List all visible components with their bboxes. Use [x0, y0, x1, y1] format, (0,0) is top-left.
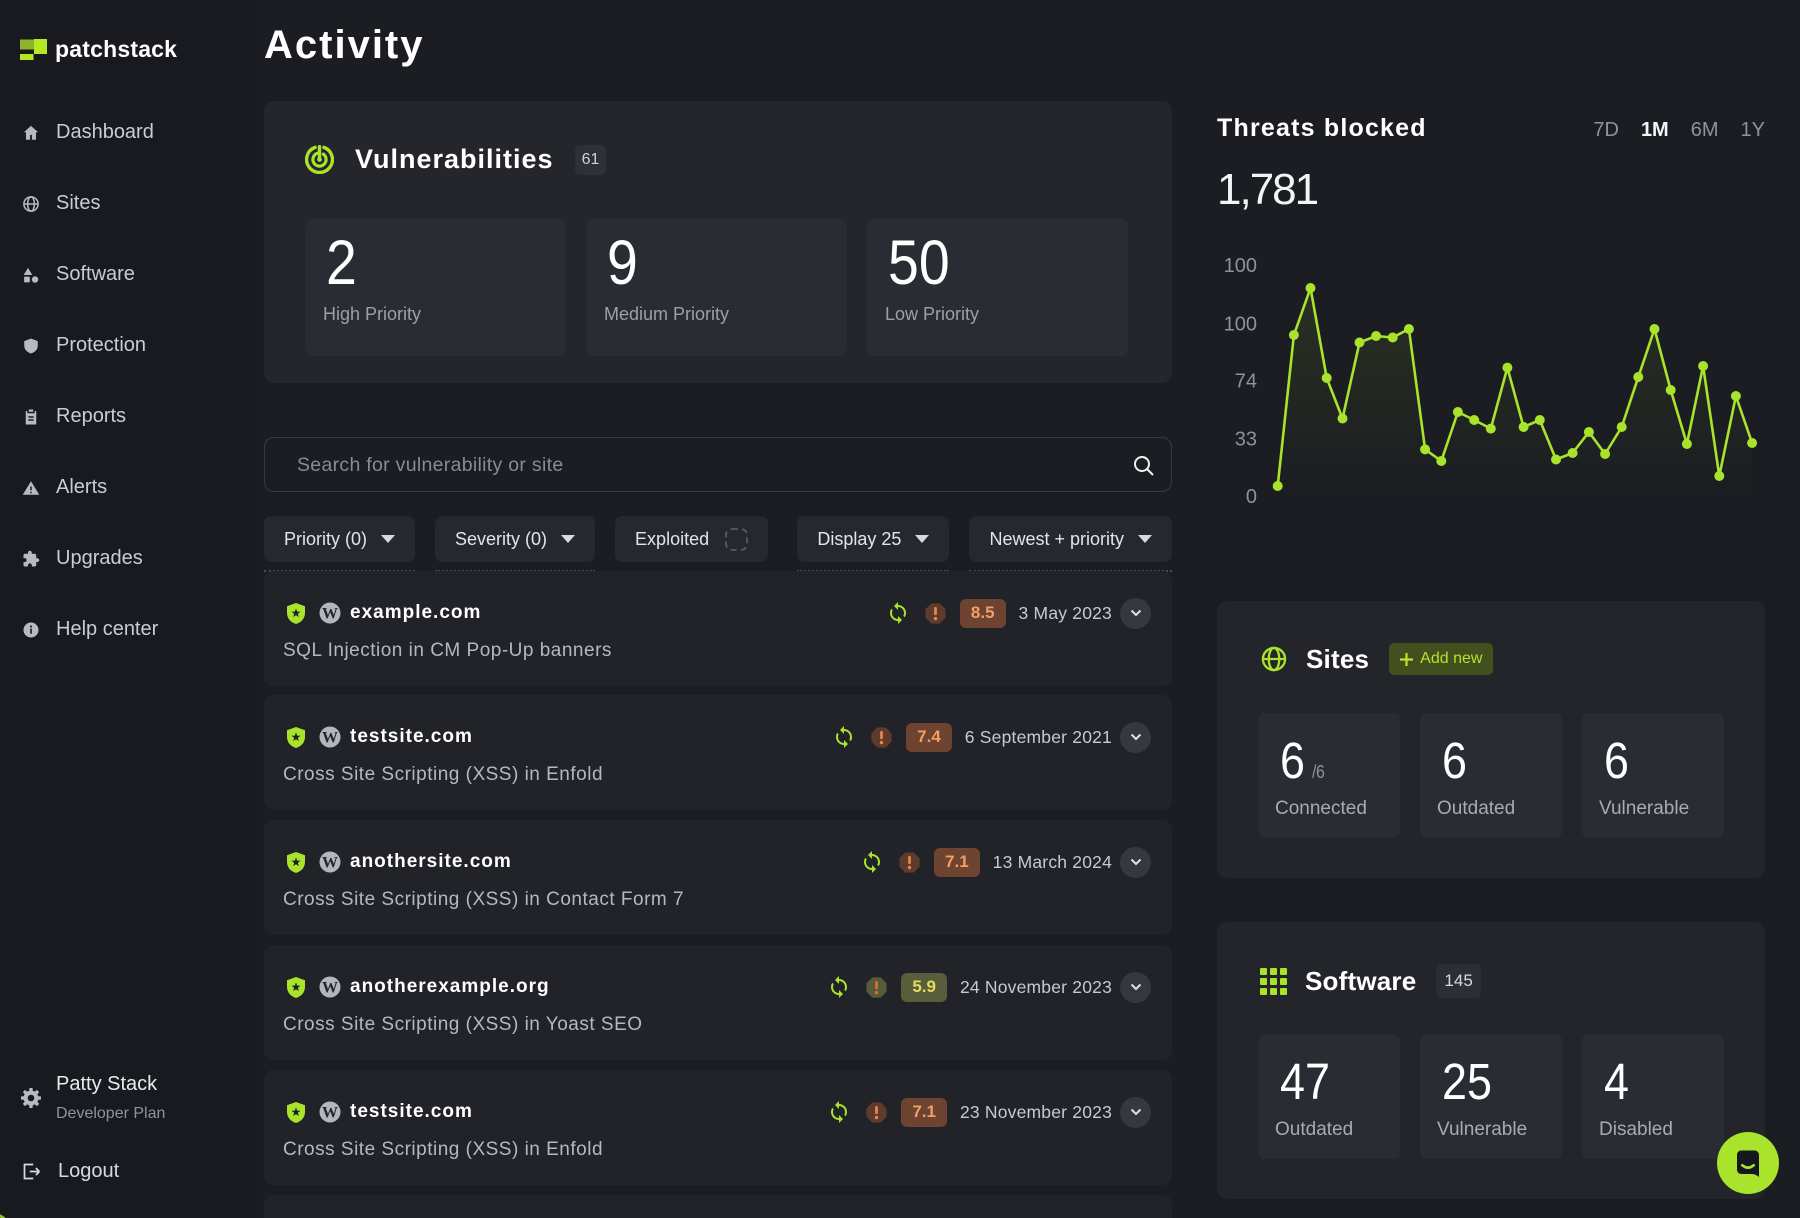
- svg-text:100: 100: [1224, 314, 1257, 336]
- svg-text:100: 100: [1224, 255, 1257, 277]
- svg-text:74: 74: [1235, 371, 1257, 393]
- svg-text:W: W: [322, 855, 338, 872]
- svg-text:0: 0: [1246, 486, 1257, 508]
- svg-text:W: W: [322, 606, 338, 623]
- svg-text:W: W: [322, 730, 338, 747]
- svg-text:W: W: [322, 1105, 338, 1122]
- svg-text:W: W: [322, 980, 338, 997]
- svg-text:33: 33: [1235, 429, 1257, 451]
